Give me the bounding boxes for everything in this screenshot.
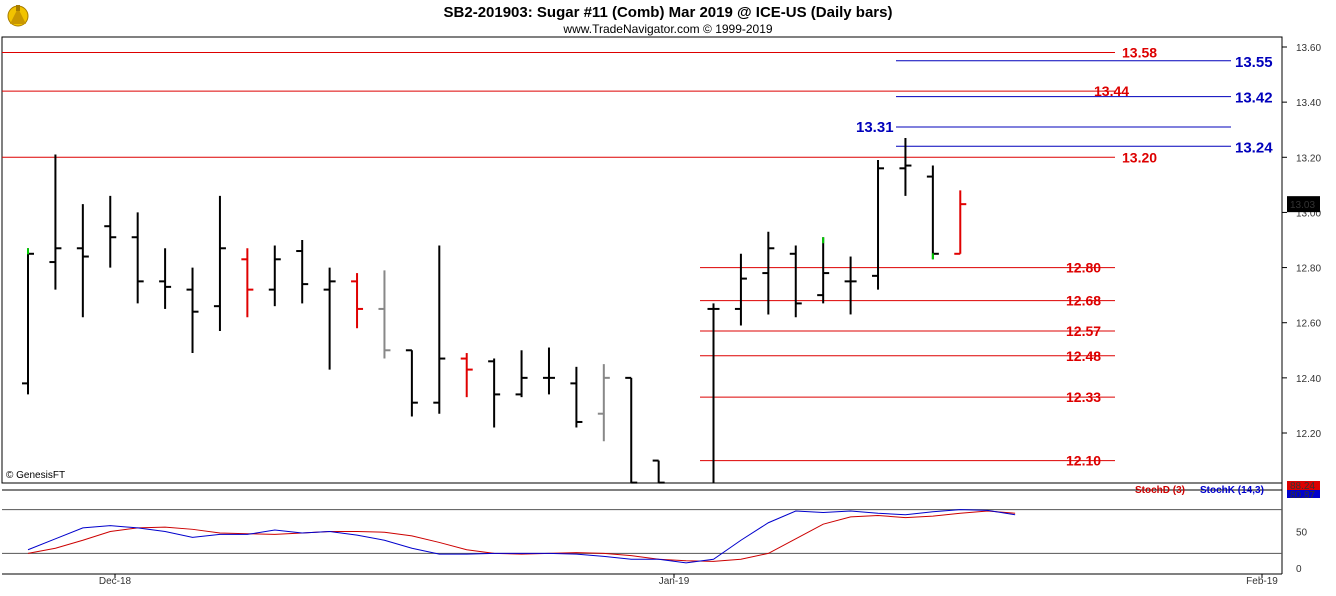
level-label-red: 13.20 [1122,149,1157,165]
legend-stoch-k: StochK (14,3) [1200,485,1264,496]
y-tick-label: 13.40 [1296,98,1321,109]
level-label-red: 12.48 [1066,348,1101,364]
level-label-red: 13.58 [1122,45,1157,61]
stoch-d-value-box [1287,481,1320,490]
level-label-blue: 13.42 [1235,90,1273,107]
y-tick-label: 12.80 [1296,264,1321,275]
level-label-red: 12.68 [1066,293,1101,309]
ind-y-tick-label: 0 [1296,564,1302,575]
level-label-red: 12.80 [1066,260,1101,276]
stoch-series-line [27,509,1016,564]
legend-stoch-d: StochD (3) [1135,485,1185,496]
ind-y-tick-label: 50 [1296,528,1308,539]
x-tick-label: Jan-19 [659,576,690,587]
bars-layer [22,137,967,484]
level-label-blue: 13.55 [1235,54,1273,71]
last-price-box [1287,196,1320,213]
stoch-series-line [27,510,1016,562]
x-axis: Dec-18 Jan-19 Feb-19 [99,574,1278,587]
levels-layer: 13.58 13.44 13.20 12.80 12.68 12.57 12.48 12.33… [2,45,1273,469]
stoch-d-value-label: 88.24 [1290,481,1315,492]
y-tick-label: 13.60 [1296,43,1321,54]
y-tick-label: 12.60 [1296,319,1321,330]
level-label-red: 12.33 [1066,389,1101,405]
watermark: © GenesisFT [6,470,65,481]
level-label-red: 12.57 [1066,323,1101,339]
stoch-k-value-label: 80.87 [1290,490,1315,501]
last-price-label: 13.03 [1290,200,1315,211]
y-tick-label: 12.40 [1296,374,1321,385]
level-label-blue: 13.31 [856,119,894,136]
chart-subtitle: www.TradeNavigator.com © 1999-2019 [562,22,772,36]
level-label-red: 13.44 [1094,83,1129,99]
y-tick-label: 13.00 [1296,208,1321,219]
x-tick-label: Feb-19 [1246,576,1278,587]
level-label-red: 12.10 [1066,453,1101,469]
level-label-blue: 13.24 [1235,139,1273,156]
y-tick-label: 13.20 [1296,153,1321,164]
stoch-k-value-box [1287,490,1320,498]
chart-logo-icon [7,5,29,27]
x-tick-label: Dec-18 [99,576,132,587]
chart-title: SB2-201903: Sugar #11 (Comb) Mar 2019 @ … [444,4,893,21]
y-axis: 13.60 13.40 13.20 13.00 12.80 12.60 12.40 12.20… [1282,43,1321,440]
y-tick-label: 12.20 [1296,429,1321,440]
